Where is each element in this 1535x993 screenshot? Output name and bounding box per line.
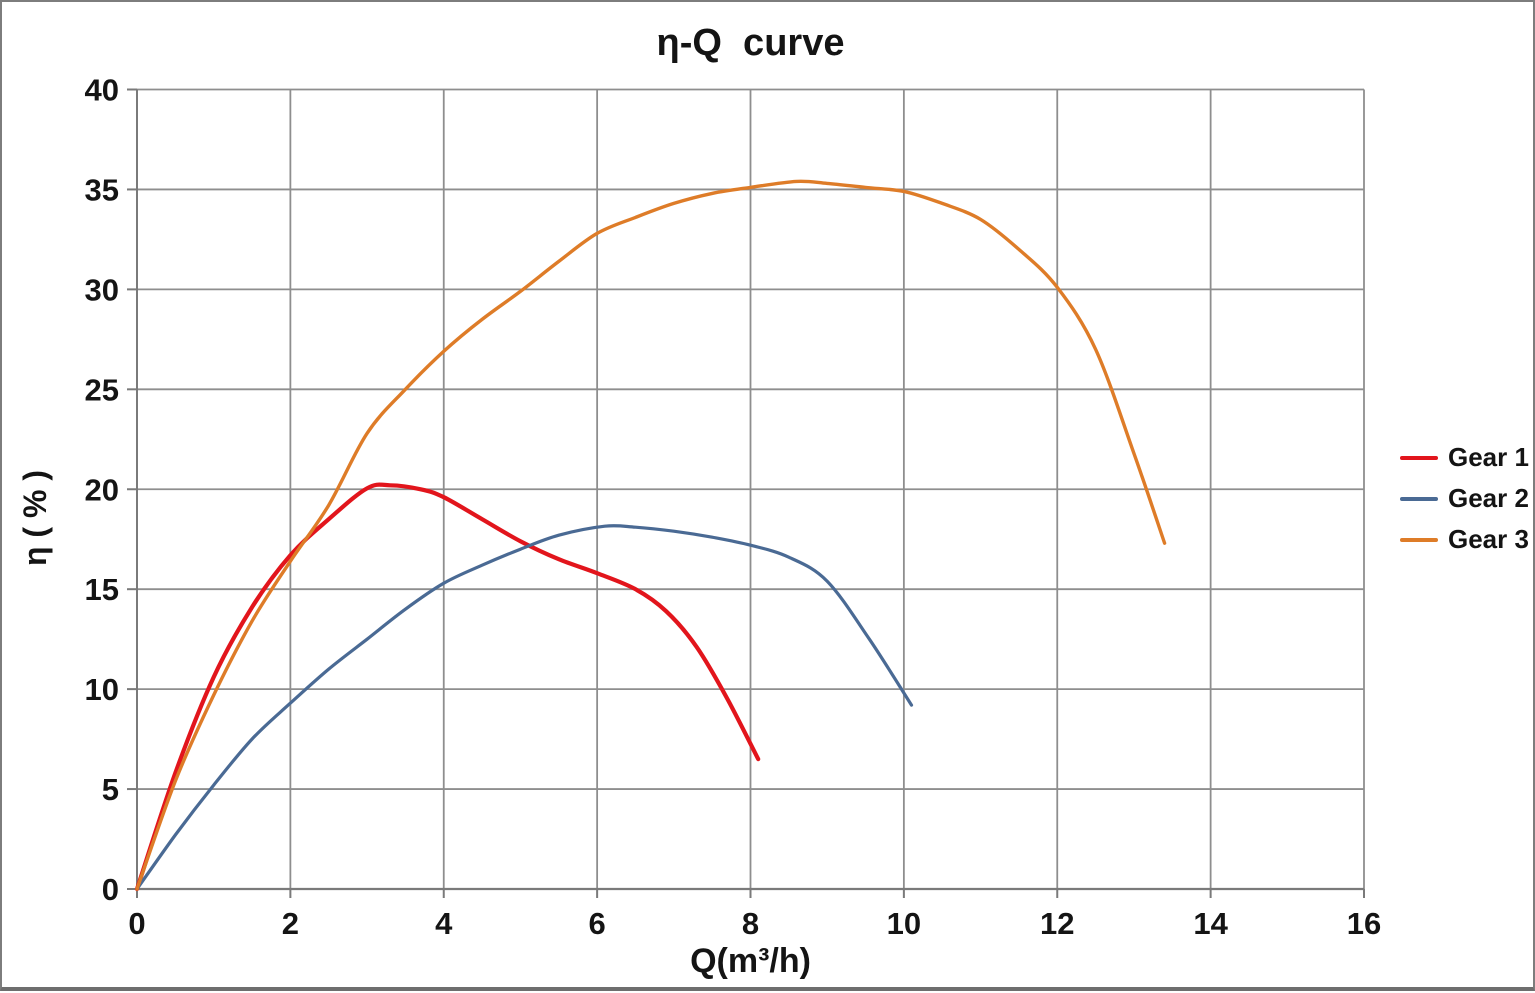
y-tick-label: 15 — [85, 572, 119, 607]
legend-line-swatch — [1400, 496, 1438, 501]
x-tick-label: 12 — [1040, 906, 1074, 941]
series-curve-gear-2 — [135, 524, 914, 891]
chart-title: η-Q curve — [656, 22, 845, 64]
series-curve-gear-3 — [135, 179, 1167, 891]
x-tick-label: 6 — [589, 906, 606, 941]
x-tick-label: 8 — [742, 906, 759, 941]
y-tick-label: 35 — [85, 172, 119, 207]
x-tick-label: 4 — [435, 906, 453, 941]
y-tick-label: 0 — [102, 872, 119, 907]
x-tick-label: 10 — [887, 906, 921, 941]
legend-item-gear-1: Gear 1 — [1400, 437, 1534, 478]
legend-line-swatch — [1400, 455, 1438, 460]
y-tick-label: 5 — [102, 772, 119, 807]
y-tick-label: 10 — [85, 672, 119, 707]
legend-label: Gear 2 — [1448, 483, 1529, 513]
series-curve-gear-1 — [134, 482, 761, 892]
y-axis-title: η ( % ) — [17, 470, 53, 566]
y-tick-label: 25 — [85, 372, 119, 407]
legend: Gear 1 Gear 2 Gear 3 — [1400, 437, 1534, 560]
legend-line-swatch — [1400, 537, 1438, 542]
x-tick-label: 16 — [1347, 906, 1381, 941]
x-tick-label: 14 — [1193, 906, 1228, 941]
legend-label: Gear 3 — [1448, 524, 1529, 554]
x-axis-title: Q(m³/h) — [690, 942, 811, 980]
y-tick-label: 30 — [85, 272, 119, 307]
y-tick-label: 20 — [85, 472, 119, 507]
legend-item-gear-3: Gear 3 — [1400, 519, 1534, 560]
legend-label: Gear 1 — [1448, 442, 1529, 472]
x-tick-label: 0 — [128, 906, 145, 941]
x-tick-label: 2 — [282, 906, 299, 941]
y-tick-label: 40 — [85, 73, 119, 108]
legend-item-gear-2: Gear 2 — [1400, 478, 1534, 519]
